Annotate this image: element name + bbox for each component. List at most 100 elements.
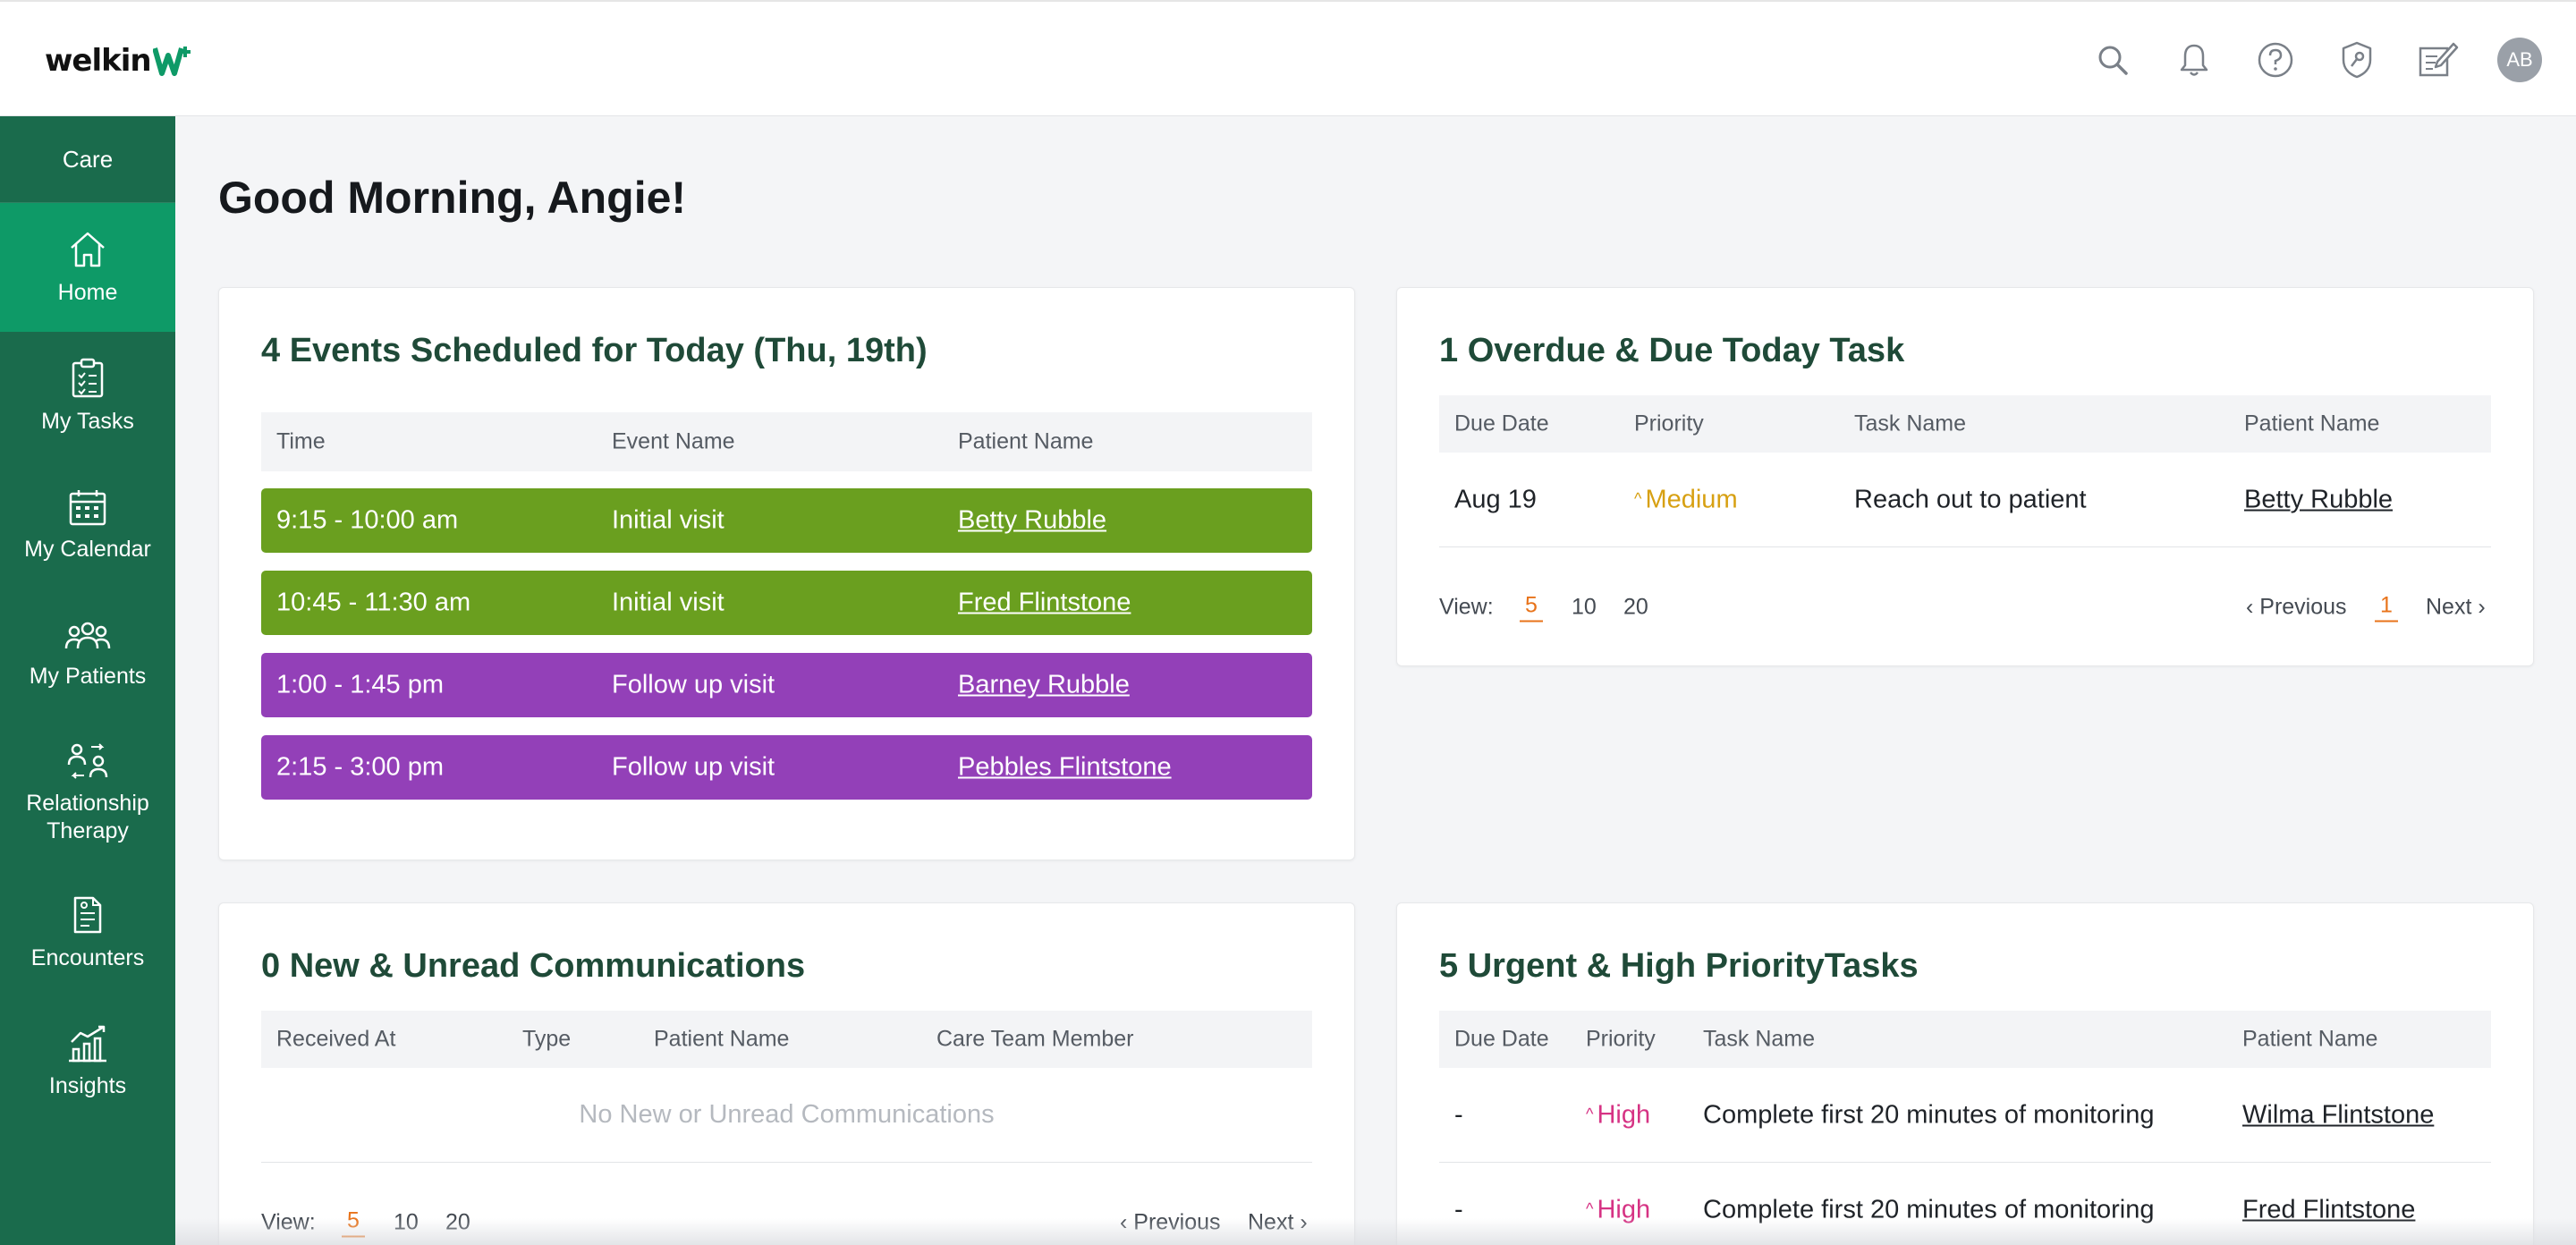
column-header: Patient Name (2242, 1026, 2378, 1052)
table-row[interactable]: Aug 19 ^ Medium Reach out to patient Bett… (1439, 453, 2491, 547)
column-header: Due Date (1454, 411, 1549, 436)
events-table-header: Time Event Name Patient Name (261, 412, 1312, 471)
patient-link[interactable]: Fred Flintstone (958, 588, 1131, 617)
sidebar-header[interactable]: Care (0, 116, 175, 203)
calendar-icon (69, 489, 106, 525)
urgent-table-header: Due Date Priority Task Name Patient Name (1439, 1011, 2491, 1068)
task-name: Reach out to patient (1854, 485, 2087, 513)
empty-state-message: No New or Unread Communications (261, 1068, 1312, 1163)
user-avatar[interactable]: AB (2497, 38, 2542, 82)
due-date: - (1454, 1195, 1463, 1224)
help-icon[interactable] (2253, 38, 2298, 82)
event-name: Follow up visit (612, 752, 775, 782)
sidebar-item-label: Insights (48, 1072, 127, 1098)
sidebar-item-label: Encounters (30, 944, 145, 970)
column-header: Task Name (1854, 411, 1967, 436)
column-header: Received At (276, 1026, 396, 1052)
page-number[interactable]: 1 (2375, 593, 2398, 622)
relationship-icon (67, 743, 108, 779)
bell-icon[interactable] (2172, 38, 2216, 82)
shield-key-icon[interactable] (2334, 38, 2379, 82)
event-row[interactable]: 10:45 - 11:30 am Initial visit Fred Flin… (261, 571, 1312, 635)
event-time: 9:15 - 10:00 am (276, 505, 459, 535)
events-card: 4 Events Scheduled for Today (Thu, 19th)… (218, 287, 1355, 860)
clipboard-icon (72, 358, 104, 397)
column-header: Priority (1586, 1026, 1656, 1052)
edit-note-icon[interactable] (2416, 38, 2461, 82)
patient-link[interactable]: Barney Rubble (958, 670, 1130, 699)
welkin-logo[interactable]: welkin (45, 41, 192, 80)
priority-label: Medium (1645, 485, 1738, 513)
event-time: 10:45 - 11:30 am (276, 588, 471, 617)
chevron-up-icon: ^ (1634, 489, 1642, 507)
previous-button[interactable]: ‹ Previous (2246, 594, 2347, 620)
task-name: Complete first 20 minutes of monitoring (1703, 1100, 2155, 1129)
column-header: Task Name (1703, 1026, 1816, 1052)
view-label: View: (1439, 594, 1494, 620)
patient-link[interactable]: Betty Rubble (958, 505, 1107, 535)
page-size-5[interactable]: 5 (1520, 593, 1543, 622)
column-header: Time (276, 428, 326, 454)
communications-table-header: Received At Type Patient Name Care Team … (261, 1011, 1312, 1068)
overdue-table-header: Due Date Priority Task Name Patient Name (1439, 395, 2491, 453)
sidebar-item-my-patients[interactable]: My Patients (0, 589, 175, 718)
event-time: 1:00 - 1:45 pm (276, 670, 444, 699)
chevron-up-icon: ^ (1586, 1199, 1594, 1217)
home-icon (71, 232, 105, 267)
top-bar: welkin AB (0, 0, 2576, 116)
event-name: Follow up visit (612, 670, 775, 699)
due-date: - (1454, 1100, 1463, 1129)
search-icon[interactable] (2090, 38, 2135, 82)
overdue-card-title: 1 Overdue & Due Today Task (1439, 332, 1905, 369)
encounters-icon (73, 896, 102, 933)
sidebar-item-home[interactable]: Home (0, 203, 175, 332)
events-card-title: 4 Events Scheduled for Today (Thu, 19th) (261, 332, 928, 369)
sidebar-item-my-calendar[interactable]: My Calendar (0, 461, 175, 589)
sidebar-item-relationship-therapy[interactable]: Relationship Therapy (0, 718, 175, 868)
due-date: Aug 19 (1454, 485, 1537, 513)
priority-medium: ^ Medium (1634, 485, 1738, 514)
communications-card: 0 New & Unread Communications Received A… (218, 902, 1355, 1245)
event-row[interactable]: 9:15 - 10:00 am Initial visit Betty Rubb… (261, 488, 1312, 553)
insights-icon (69, 1025, 106, 1062)
table-row[interactable]: - ^ High Complete first 20 minutes of mon… (1439, 1068, 2491, 1163)
patient-link[interactable]: Wilma Flintstone (2242, 1100, 2435, 1129)
chevron-up-icon: ^ (1586, 1105, 1594, 1122)
urgent-card-title: 5 Urgent & High PriorityTasks (1439, 947, 1919, 985)
page-size-10[interactable]: 10 (1572, 594, 1597, 620)
logo-text: welkin (45, 43, 152, 79)
column-header: Care Team Member (936, 1026, 1134, 1052)
column-header: Patient Name (654, 1026, 790, 1052)
scroll-fade (175, 1218, 2576, 1245)
sidebar-item-my-tasks[interactable]: My Tasks (0, 332, 175, 461)
column-header: Patient Name (958, 428, 1094, 454)
sidebar-item-insights[interactable]: Insights (0, 997, 175, 1126)
patient-link[interactable]: Betty Rubble (2244, 485, 2394, 513)
event-row[interactable]: 1:00 - 1:45 pm Follow up visit Barney Ru… (261, 653, 1312, 717)
event-name: Initial visit (612, 588, 724, 617)
column-header: Due Date (1454, 1026, 1549, 1052)
column-header: Priority (1634, 411, 1704, 436)
page-size-20[interactable]: 20 (1623, 594, 1648, 620)
overdue-tasks-card: 1 Overdue & Due Today Task Due Date Prio… (1396, 287, 2534, 666)
next-button[interactable]: Next › (2426, 594, 2486, 620)
sidebar-item-label: My Tasks (41, 408, 134, 434)
top-icons: AB (2054, 38, 2542, 82)
column-header: Event Name (612, 428, 735, 454)
event-time: 2:15 - 3:00 pm (276, 752, 444, 782)
logo-mark-icon (152, 47, 191, 76)
priority-label: High (1597, 1100, 1651, 1129)
sidebar-item-label: Home (57, 279, 118, 305)
page-title: Good Morning, Angie! (218, 173, 687, 223)
sidebar-item-label: Relationship Therapy (26, 791, 149, 843)
sidebar-item-encounters[interactable]: Encounters (0, 868, 175, 997)
patients-icon (64, 622, 111, 648)
event-name: Initial visit (612, 505, 724, 535)
event-row[interactable]: 2:15 - 3:00 pm Follow up visit Pebbles F… (261, 735, 1312, 800)
column-header: Patient Name (2244, 411, 2380, 436)
sidebar-item-label: My Calendar (24, 536, 151, 562)
sidebar: Care Home My Tasks My Calendar My Patien… (0, 116, 175, 1245)
pagination: View: 5 10 20 ‹ Previous 1 Next › (1439, 589, 2491, 625)
patient-link[interactable]: Pebbles Flintstone (958, 752, 1172, 782)
urgent-tasks-card: 5 Urgent & High PriorityTasks Due Date P… (1396, 902, 2534, 1245)
